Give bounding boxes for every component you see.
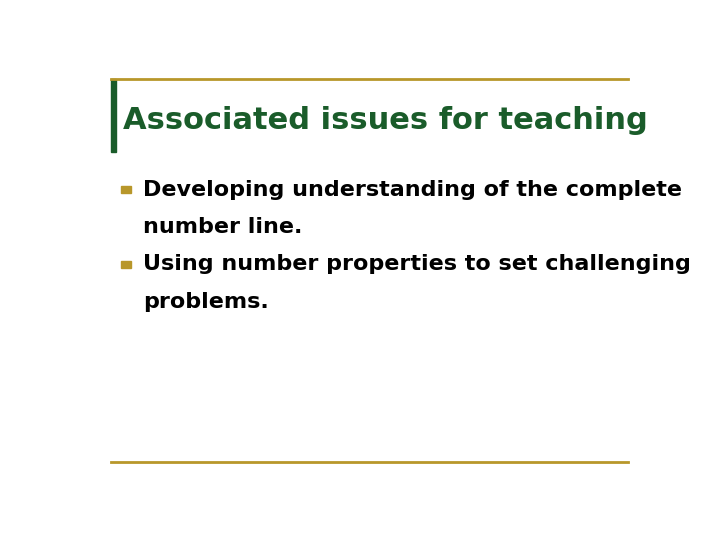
Text: number line.: number line. — [143, 217, 302, 237]
Text: Associated issues for teaching: Associated issues for teaching — [124, 106, 648, 136]
Bar — [111, 79, 116, 152]
Text: problems.: problems. — [143, 292, 269, 312]
Text: Using number properties to set challenging: Using number properties to set challengi… — [143, 254, 691, 274]
Bar — [121, 261, 131, 268]
Bar — [121, 186, 131, 193]
Text: Developing understanding of the complete: Developing understanding of the complete — [143, 179, 682, 200]
